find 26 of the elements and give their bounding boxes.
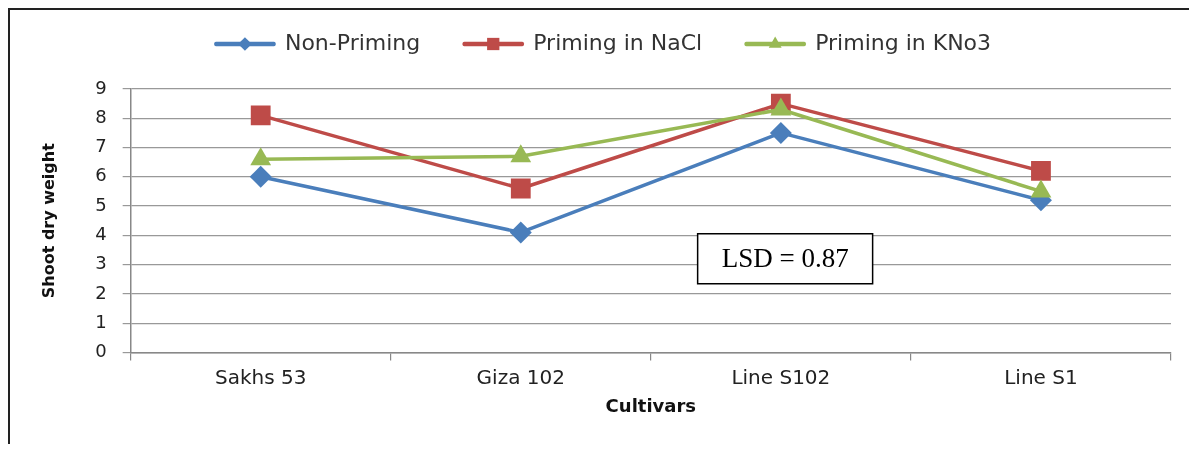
y-tick-label: 6	[95, 164, 107, 186]
x-tick-label: Line S1	[1004, 364, 1078, 389]
legend-label: Non-Priming	[284, 29, 421, 55]
y-tick-label: 2	[95, 281, 107, 303]
legend-label: Priming in NaCl	[533, 29, 703, 55]
point	[250, 105, 271, 126]
x-tick-label: Giza 102	[476, 364, 565, 389]
point	[769, 121, 792, 144]
y-tick-label: 5	[95, 193, 107, 215]
y-tick-label: 7	[95, 135, 107, 157]
point	[510, 178, 531, 199]
y-tick-label: 0	[95, 340, 107, 362]
point	[509, 221, 532, 244]
y-tick-label: 4	[95, 223, 107, 245]
y-axis-title: Shoot dry weight	[38, 142, 58, 299]
x-tick-label: Line S102	[731, 364, 831, 389]
point	[1031, 161, 1051, 181]
y-tick-label: 3	[95, 252, 107, 274]
y-tick-label: 9	[95, 76, 107, 98]
x-tick-label: Sakhs 53	[214, 364, 307, 389]
legend-label: Priming in KNo3	[815, 29, 992, 55]
x-axis-title: Cultivars	[605, 394, 697, 416]
annotation: LSD = 0.87	[721, 242, 849, 273]
point	[249, 165, 272, 188]
y-tick-label: 8	[95, 105, 107, 127]
y-tick-label: 1	[95, 310, 107, 332]
